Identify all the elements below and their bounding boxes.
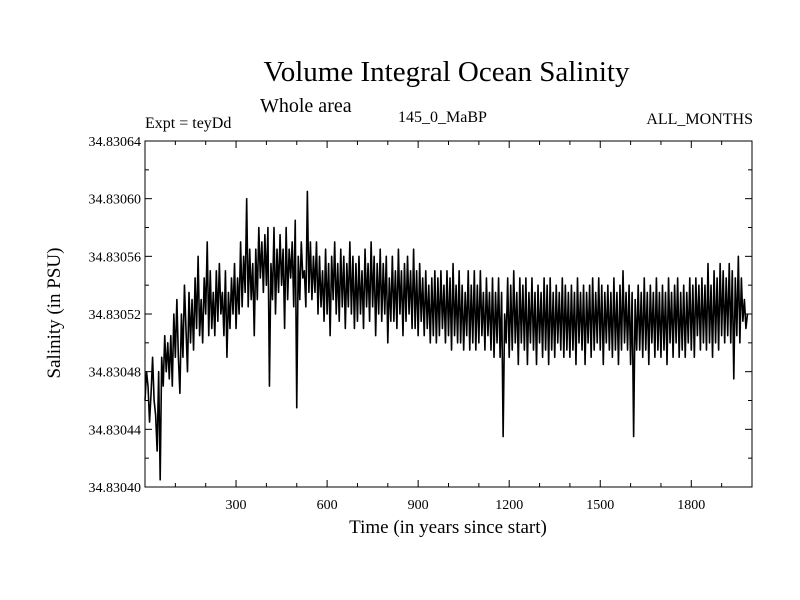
x-tick-label: 1500 [586, 498, 614, 513]
x-tick-label: 600 [317, 498, 338, 513]
experiment-label: Expt = teyDd [145, 115, 232, 132]
y-tick-label: 34.83052 [89, 308, 142, 323]
y-tick-label: 34.83056 [89, 250, 142, 265]
x-tick-label: 900 [408, 498, 429, 513]
months-label: ALL_MONTHS [646, 111, 753, 128]
axes: 300 600 900 1200 1500 1800 34.83040 34.83044 34.… [89, 135, 753, 513]
chart-subtitle: Whole area [260, 95, 352, 117]
y-tick-label: 34.83048 [89, 366, 142, 381]
y-tick-label: 34.83040 [89, 481, 142, 496]
x-tick-label: 1800 [677, 498, 705, 513]
x-tick-label: 1200 [495, 498, 523, 513]
y-tick-label: 34.83044 [89, 423, 142, 438]
x-tick-label: 300 [226, 498, 247, 513]
chart-title: Volume Integral Ocean Salinity [263, 56, 630, 88]
y-axis-label: Salinity (in PSU) [44, 248, 65, 379]
y-tick-label: 34.83060 [89, 193, 142, 208]
series-layer [144, 190, 749, 481]
y-tick-label: 34.83064 [89, 135, 142, 150]
experiment-name: 145_0_MaBP [398, 109, 487, 126]
salinity-series-line [144, 190, 749, 481]
x-axis-label: Time (in years since start) [349, 517, 547, 538]
